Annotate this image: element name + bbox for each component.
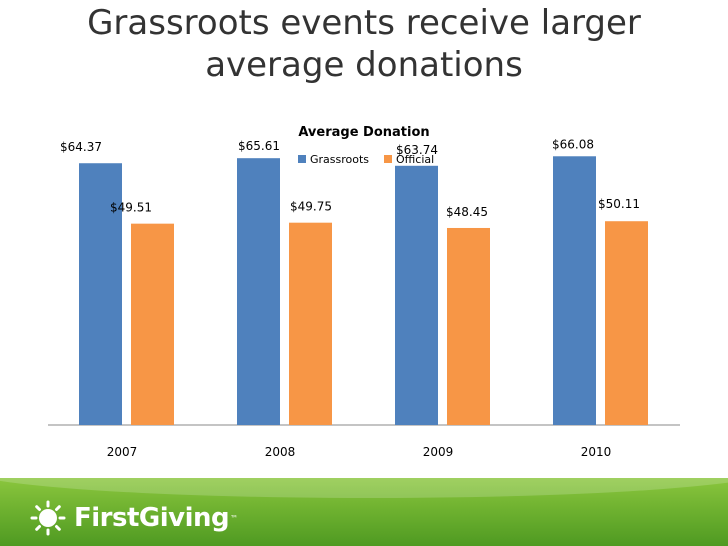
data-label-grassroots-2010: $66.08: [552, 137, 594, 151]
data-label-official-2007: $49.51: [110, 201, 152, 215]
legend-swatch-grassroots: [298, 155, 306, 163]
bar-grassroots-2010: [553, 156, 596, 426]
bar-grassroots-2008: [237, 158, 280, 425]
bar-official-2007: [131, 223, 174, 425]
x-tick-2010: 2010: [581, 445, 612, 459]
legend-label-grassroots: Grassroots: [310, 153, 369, 166]
bar-chart: Average Donation Grassroots Official $64.37…: [48, 125, 680, 459]
legend-label-official: Official: [396, 153, 434, 166]
data-label-grassroots-2007: $64.37: [60, 140, 102, 154]
page-title-line-1: Grassroots events receive larger: [87, 3, 641, 43]
data-label-grassroots-2009: $63.74: [396, 143, 438, 157]
bar-official-2010: [605, 221, 648, 425]
logo-text: FirstGiving: [74, 503, 230, 533]
page-title: Grassroots events receive larger average…: [0, 2, 728, 86]
data-label-grassroots-2008: $65.61: [238, 139, 280, 153]
sun-logo-icon: [30, 500, 66, 536]
x-tick-2007: 2007: [107, 445, 138, 459]
bar-official-2008: [289, 222, 332, 425]
x-tick-2009: 2009: [423, 445, 454, 459]
footer-band: [0, 478, 728, 546]
x-tick-2008: 2008: [265, 445, 296, 459]
data-label-official-2009: $48.45: [446, 205, 488, 219]
bar-grassroots-2009: [395, 165, 438, 426]
footer-swoosh: [0, 478, 728, 498]
page-title-line-2: average donations: [205, 45, 523, 85]
data-label-official-2008: $49.75: [290, 200, 332, 214]
bar-grassroots-2007: [79, 163, 122, 425]
chart-title: Average Donation: [298, 125, 429, 140]
data-label-official-2010: $50.11: [598, 197, 640, 211]
logo-trademark: ™: [230, 513, 239, 523]
firstgiving-logo: FirstGiving ™: [30, 500, 238, 536]
legend-swatch-official: [384, 155, 392, 163]
bar-official-2009: [447, 227, 490, 425]
